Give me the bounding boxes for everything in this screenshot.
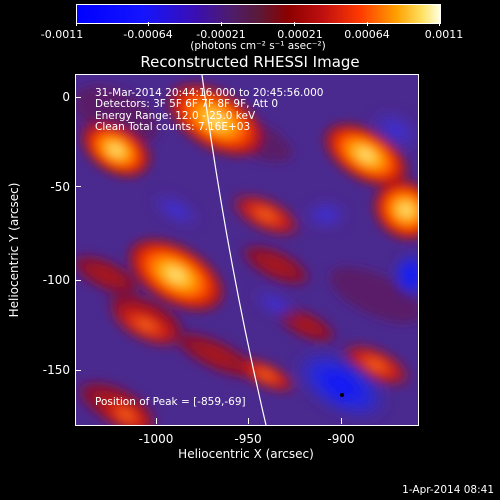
y-tick-label: -150: [42, 363, 70, 377]
info-detectors: Detectors: 3F 5F 6F 7F 8F 9F, Att 0: [95, 98, 279, 110]
y-tick: [75, 186, 81, 187]
x-tick: [156, 418, 157, 424]
info-time-range: 31-Mar-2014 20:44:16.000 to 20:45:56.000: [95, 87, 324, 99]
y-tick-label: -100: [42, 273, 70, 287]
y-axis-label: Heliocentric Y (arcsec): [7, 182, 21, 318]
y-tick-label: 0: [62, 90, 70, 104]
x-axis-label: Heliocentric X (arcsec): [178, 447, 314, 461]
colorbar-tick: [294, 22, 295, 26]
colorbar-tick-label: -0.00064: [123, 28, 173, 41]
x-tick: [248, 418, 249, 424]
info-peak: Position of Peak = [-859,-69]: [95, 396, 246, 408]
colorbar-tick-label: 0.0011: [424, 28, 464, 41]
colorbar-tick-label: 0.00064: [344, 28, 390, 41]
y-tick: [75, 97, 81, 98]
colorbar-tick: [439, 22, 440, 26]
rhessi-map-svg: [76, 75, 418, 425]
colorbar-tick: [367, 22, 368, 26]
colorbar: [76, 4, 441, 24]
image-title: Reconstructed RHESSI Image: [140, 53, 360, 71]
x-tick-label: -1000: [138, 432, 174, 446]
colorbar-tick-label: -0.00021: [196, 28, 246, 41]
y-tick: [75, 370, 81, 371]
colorbar-units: (photons cm⁻² s⁻¹ asec⁻²): [190, 40, 326, 52]
colorbar-tick: [221, 22, 222, 26]
peak-marker: [340, 393, 344, 397]
x-tick-label: -900: [327, 432, 355, 446]
solar-limb-line: [201, 75, 267, 425]
x-tick: [341, 418, 342, 424]
info-energy: Energy Range: 12.0 - 25.0 keV: [95, 110, 256, 122]
rhessi-image: [75, 74, 419, 426]
x-tick-label: -950: [234, 432, 262, 446]
timestamp: 1-Apr-2014 08:41: [402, 484, 494, 496]
info-clean: Clean Total counts: 7.16E+03: [95, 121, 251, 133]
y-tick: [75, 280, 81, 281]
y-tick-label: -50: [50, 180, 70, 194]
colorbar-tick-label: -0.0011: [40, 28, 84, 41]
colorbar-tick: [148, 22, 149, 26]
colorbar-tick: [76, 22, 77, 26]
colorbar-tick-label: 0.00021: [277, 28, 323, 41]
